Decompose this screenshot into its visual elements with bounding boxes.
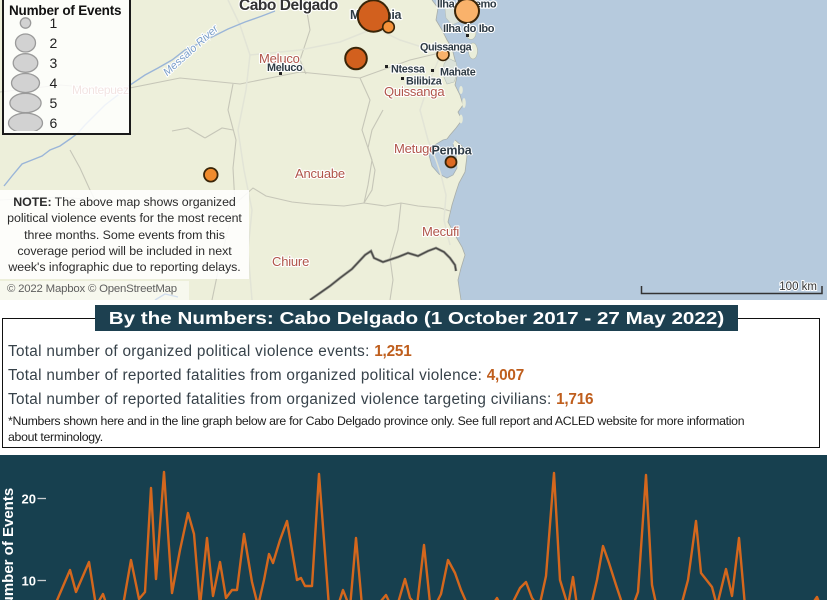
svg-text:5: 5 bbox=[50, 95, 58, 111]
svg-text:100 km: 100 km bbox=[779, 281, 817, 293]
svg-text:20: 20 bbox=[22, 492, 36, 507]
svg-text:Cabo Delgado: Cabo Delgado bbox=[239, 0, 338, 14]
svg-text:Quissanga: Quissanga bbox=[420, 42, 473, 54]
svg-text:6: 6 bbox=[50, 115, 58, 131]
svg-text:Number of Events: Number of Events bbox=[0, 488, 17, 600]
svg-text:Metuge: Metuge bbox=[394, 141, 436, 156]
svg-text:Pemba: Pemba bbox=[432, 144, 473, 158]
svg-text:4: 4 bbox=[50, 75, 58, 91]
svg-text:Ilha do Ibo: Ilha do Ibo bbox=[443, 23, 495, 35]
svg-text:Ntessa: Ntessa bbox=[391, 64, 426, 76]
svg-text:Mecufi: Mecufi bbox=[422, 224, 459, 239]
svg-text:1: 1 bbox=[50, 15, 58, 31]
svg-text:Chiure: Chiure bbox=[272, 254, 309, 269]
svg-text:Ancuabe: Ancuabe bbox=[295, 166, 345, 181]
svg-text:10: 10 bbox=[22, 574, 36, 589]
svg-text:2: 2 bbox=[50, 35, 58, 51]
svg-text:Mahate: Mahate bbox=[440, 67, 476, 79]
svg-text:Meluco: Meluco bbox=[259, 51, 300, 66]
svg-text:Quissanga: Quissanga bbox=[384, 84, 445, 99]
svg-text:3: 3 bbox=[50, 55, 58, 71]
svg-text:Bilibiza: Bilibiza bbox=[406, 76, 443, 88]
svg-text:Meluco: Meluco bbox=[267, 62, 303, 74]
